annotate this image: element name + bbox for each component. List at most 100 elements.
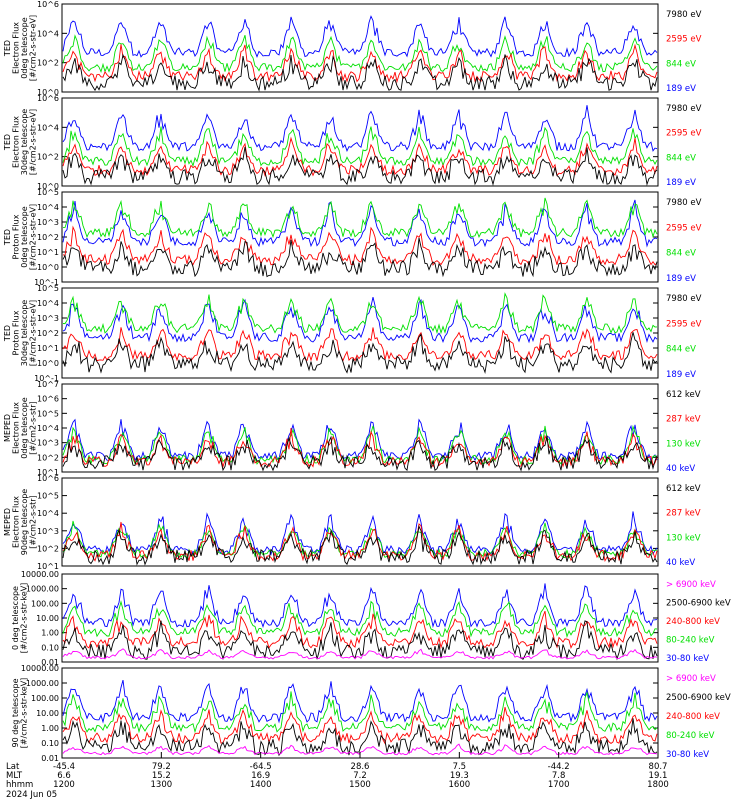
xtick-hhmm: 1700 [548,780,570,790]
legend-entry: 189 eV [666,178,696,188]
series-trace-blue [62,199,658,248]
series-trace-black [62,332,658,375]
x-row-label: MLT [6,771,23,781]
series-trace-blue [62,418,658,462]
panel-6: 10^1 10^2 10^3 10^4 10^5 10^6 MEPED Electron Fl… [3,474,701,571]
panel-frame [61,287,659,379]
ytick-label: 10^0 [37,263,59,272]
ylabel-line: MEPED [3,414,12,442]
xtick-lat: 79.2 [152,762,171,772]
series-trace-green [62,126,658,168]
ytick-label: 10^6 [37,94,59,103]
ylabel-line: 90deg telescope [20,489,29,556]
ylabel-line: [#/cm2-s-str-eV] [29,300,38,366]
legend-entry: 189 eV [666,84,696,94]
ylabel-line: Electron Flux [12,402,21,454]
ylabel-line: 0 deg telescope [11,586,20,650]
ytick-label: 0.01 [41,658,59,667]
ytick-label: 1.00 [41,724,59,733]
series-trace-green [62,197,658,239]
legend-entry: 844 eV [666,249,696,259]
series-trace-blue [62,679,658,724]
ytick-label: 1000.00 [26,679,59,688]
xtick-mlt: 16.9 [251,771,270,781]
ytick-label: 0.10 [41,643,59,652]
ylabel-line: [#/cm2-s-str] [29,495,38,548]
legend-entry: 2595 eV [666,223,702,233]
ylabel-line: [#/cm2-s-str-eV] [29,109,38,175]
ytick-label: 10^4 [37,509,59,518]
ytick-label: 10^5 [37,284,59,293]
ytick-label: 10^-1 [34,278,59,287]
legend-entry: 7980 eV [666,198,702,208]
legend-entry: 7980 eV [666,104,702,114]
ylabel-line: Electron Flux [12,116,21,168]
x-row-label: Lat [6,762,20,772]
x-row-label: 2024 Jun 05 [6,790,57,800]
legend-entry: 80-240 keV [666,731,715,741]
legend-entry: > 6900 keV [666,580,716,590]
legend-entry: 80-240 keV [666,636,715,646]
legend-entry: 130 keV [666,533,701,543]
series-trace-black [62,146,658,186]
ylabel-line: TED [3,325,12,342]
legend-entry: > 6900 keV [666,674,716,684]
legend-entry: 2595 eV [666,35,702,45]
ytick-label: 1000.00 [26,585,59,594]
series-trace-magenta [62,648,658,660]
ytick-label: 0.10 [41,739,59,748]
xtick-mlt: 7.8 [552,771,566,781]
legend-entry: 287 keV [666,415,701,425]
series-trace-black [62,525,658,566]
ytick-label: 10.00 [36,709,59,718]
ylabel-line: Electron Flux [12,22,21,74]
series-trace-black [62,237,658,278]
ytick-label: 10^4 [37,424,59,433]
ylabel-line: TED [3,134,12,151]
ylabel-line: [#/cm2-s-str-keV] [20,678,29,749]
xtick-mlt: 7.2 [353,771,367,781]
xtick-hhmm: 1400 [250,780,272,790]
x-row-label: hhmm [6,780,33,790]
panel-frame [61,3,659,93]
panel-7: 0.01 0.10 1.00 10.00 100.00 1000.00 10000.000 … [11,570,731,667]
series-trace-blue [62,296,658,344]
ylabel-line: [#/cm2-s-str-eV] [29,204,38,270]
ytick-label: 10^2 [37,329,59,338]
series-trace-red [62,43,658,84]
xtick-lat: 80.7 [649,762,668,772]
ytick-label: 10^4 [37,123,59,132]
ylabel-line: [#/cm2-s-str] [29,401,38,454]
ytick-label: 10^1 [37,248,59,257]
panel-8: 0.01 0.10 1.00 10.00 100.00 1000.00 10000.0090… [11,664,731,763]
xtick-lat: -45.4 [53,762,75,772]
ytick-label: 10^2 [37,544,59,553]
ytick-label: 10^-1 [34,374,59,383]
ytick-label: 10^1 [37,344,59,353]
ytick-label: 10^7 [37,380,59,389]
series-trace-red [62,327,658,362]
series-trace-red [62,610,658,650]
panel-5: 10^1 10^2 10^3 10^4 10^5 10^6 10^7 MEPED Electro… [3,380,701,477]
series-trace-blue [62,511,658,556]
ylabel-line: MEPED [3,508,12,536]
series-trace-black [62,718,658,757]
ytick-label: 10^3 [37,314,59,323]
ytick-label: 10^0 [37,88,59,97]
legend-entry: 240-800 keV [666,712,720,722]
ylabel-line: Proton Flux [12,214,21,259]
xtick-lat: -44.2 [548,762,570,772]
panel-2: 10^0 10^2 10^4 10^6 TED Electron Flux 30deg te… [3,94,702,191]
xtick-hhmm: 1600 [449,780,471,790]
ytick-label: 10^4 [37,29,59,38]
series-trace-blue [62,583,658,629]
legend-entry: 40 keV [666,464,695,474]
ytick-label: 10^0 [37,182,59,191]
ylabel-line: TED [3,229,12,246]
ytick-label: 10^5 [37,492,59,501]
series-trace-red [62,521,658,562]
legend-entry: 240-800 keV [666,617,720,627]
ylabel-line: 0deg telescope [20,206,29,267]
panel-frame [61,97,659,187]
ytick-label: 10^4 [37,299,59,308]
